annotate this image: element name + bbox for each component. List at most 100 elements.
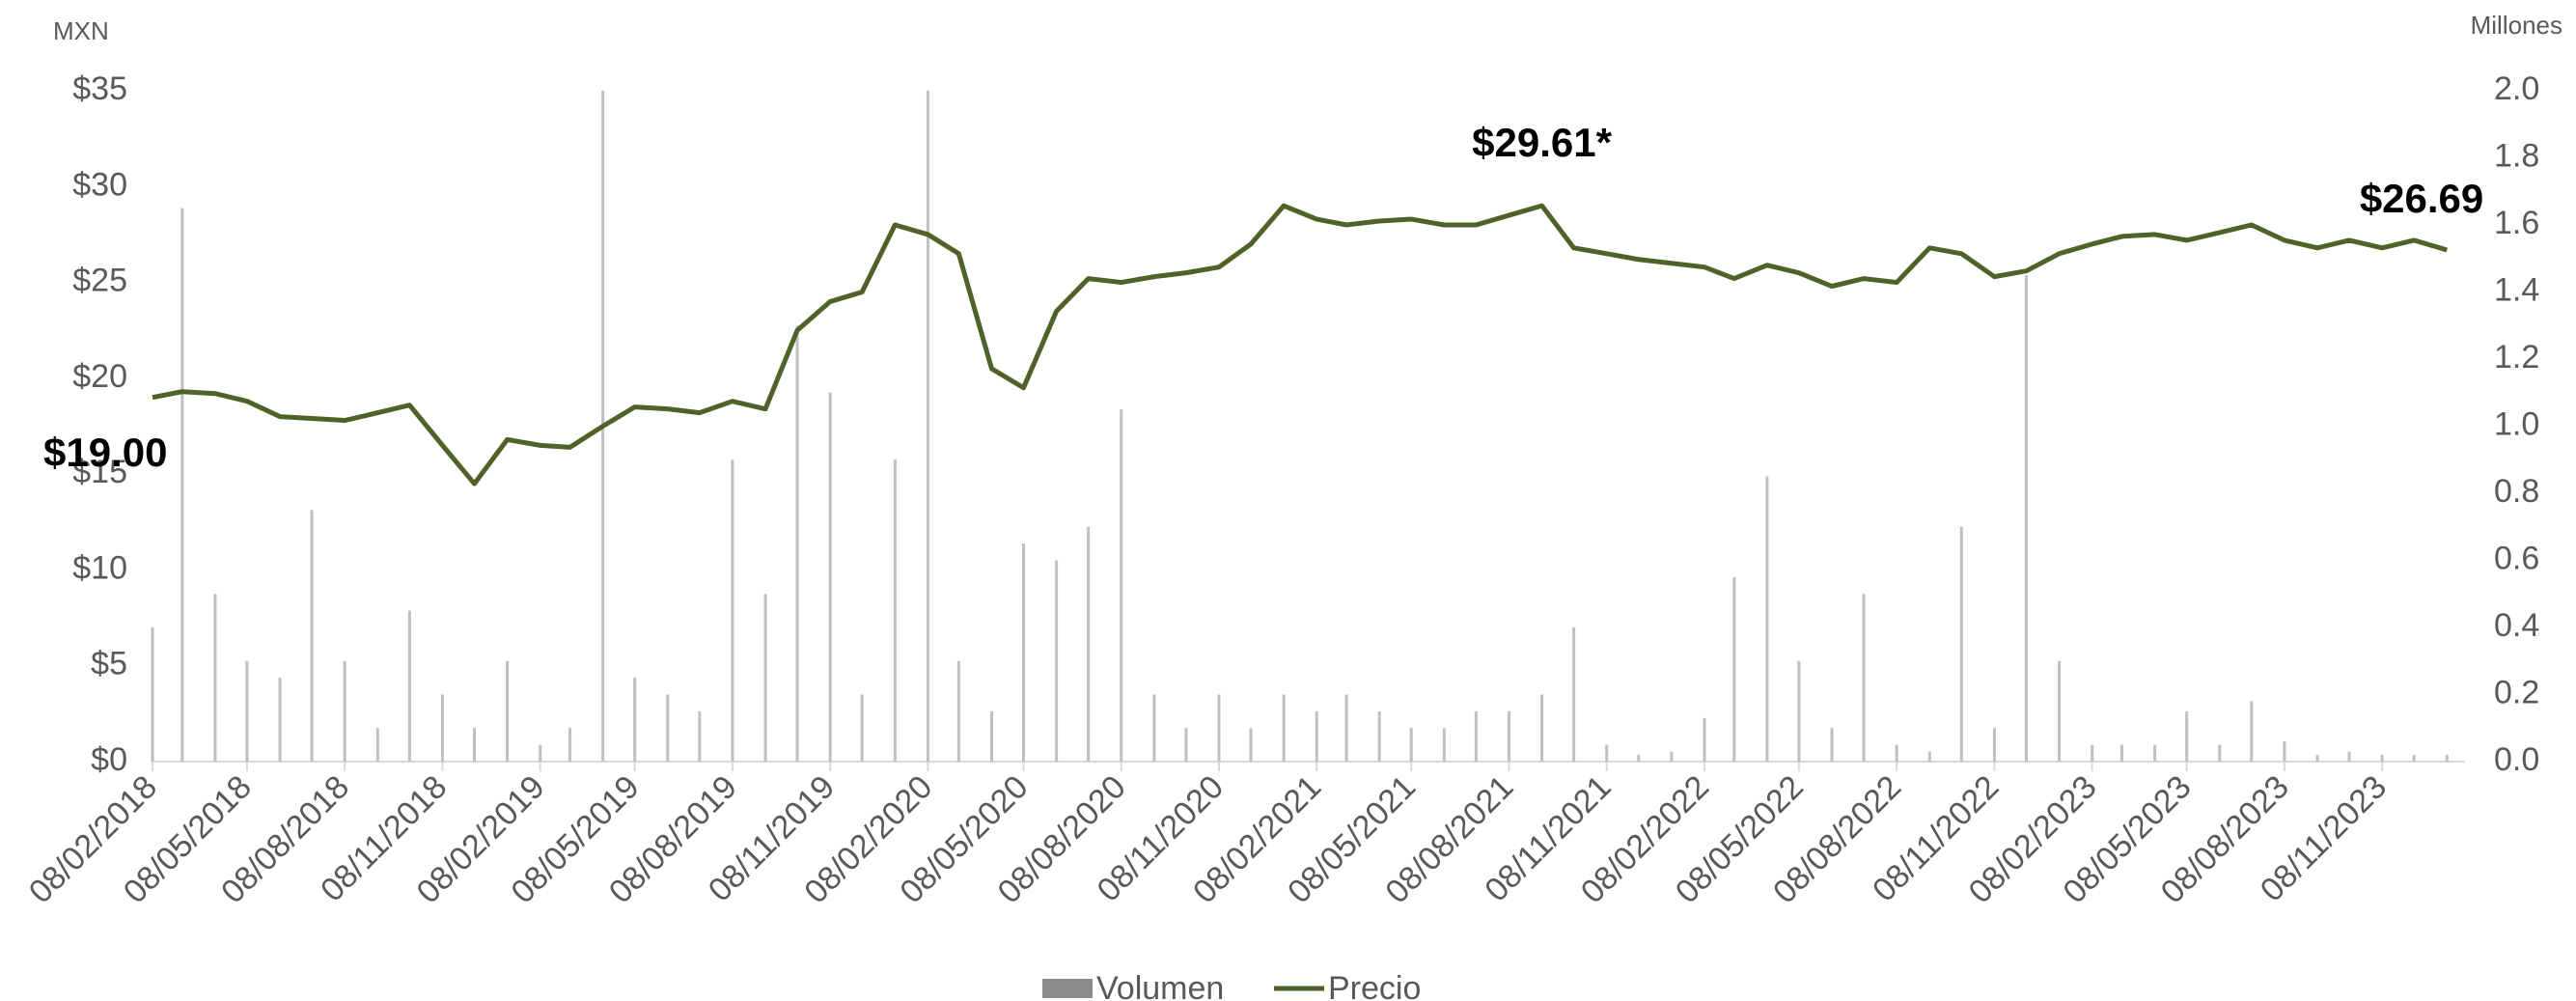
volume-bar: [151, 627, 154, 762]
y2-tick-label: 1.8: [2494, 137, 2539, 174]
volume-bar: [213, 594, 217, 762]
volume-bar: [278, 678, 282, 762]
volume-bar: [375, 728, 379, 762]
volume-bar: [956, 660, 960, 762]
volume-bar: [506, 660, 510, 762]
volume-bar: [1703, 717, 1706, 762]
y2-tick-label: 0.4: [2494, 607, 2539, 644]
volume-bar: [1959, 526, 1963, 762]
volume-bar: [1540, 694, 1544, 762]
volume-bar: [2315, 755, 2319, 762]
volume-bar: [1217, 694, 1221, 762]
y-tick-label: $15: [72, 454, 127, 490]
volume-bar: [1377, 710, 1381, 762]
volume-bar: [2058, 660, 2062, 762]
volume-bar: [1442, 728, 1446, 762]
legend-label: Precio: [1328, 970, 1421, 1001]
volume-bar: [472, 728, 476, 762]
y2-tick-label: 0.0: [2494, 741, 2539, 778]
y2-axis-label: Millones: [2471, 11, 2562, 40]
volume-bar: [1637, 755, 1641, 762]
y2-tick-label: 0.8: [2494, 473, 2539, 510]
volume-bar: [1797, 660, 1801, 762]
volume-bar: [1830, 728, 1834, 762]
y-tick-label: $35: [72, 70, 127, 107]
volume-bar: [1927, 751, 1931, 762]
volume-bar: [698, 710, 702, 762]
volume-bar: [1732, 576, 1736, 762]
volume-bar: [1055, 560, 1059, 762]
y-tick-label: $10: [72, 549, 127, 586]
annotation: $26.69: [2360, 176, 2483, 221]
legend-label: Volumen: [1096, 970, 1224, 1001]
volume-bar: [1605, 744, 1609, 762]
y2-tick-label: 1.2: [2494, 339, 2539, 375]
volume-bar: [2024, 275, 2028, 762]
volume-bar: [1507, 710, 1510, 762]
volume-bar: [1152, 694, 1156, 762]
y2-tick-label: 1.0: [2494, 405, 2539, 442]
volume-bar: [2091, 744, 2094, 762]
volume-bar: [539, 744, 542, 762]
volume-bar: [1474, 710, 1478, 762]
volume-bar: [2153, 744, 2157, 762]
volume-bar: [1670, 751, 1674, 762]
volume-bar: [633, 678, 637, 762]
y2-tick-label: 0.2: [2494, 674, 2539, 710]
volume-bar: [989, 710, 993, 762]
volume-bar: [1184, 728, 1188, 762]
volume-bar: [245, 660, 249, 762]
volume-bar: [1021, 543, 1025, 762]
volume-bar: [1572, 627, 1576, 762]
volume-bar: [343, 660, 346, 762]
y-tick-label: $0: [91, 741, 127, 778]
volume-bar: [1992, 728, 1996, 762]
y-tick-label: $20: [72, 358, 127, 395]
volume-bar: [1087, 526, 1091, 762]
volume-bar: [2412, 755, 2416, 762]
volume-bar: [568, 728, 572, 762]
volume-bar: [2185, 710, 2189, 762]
volume-bar: [1409, 728, 1413, 762]
y-tick-label: $5: [91, 646, 127, 682]
volume-bar: [2283, 741, 2286, 762]
legend-swatch: [1042, 979, 1093, 998]
volume-bar: [180, 208, 184, 762]
volume-bar: [1765, 476, 1769, 762]
volume-bar: [731, 459, 734, 762]
annotation: $29.61*: [1472, 120, 1612, 165]
volume-bar: [2445, 755, 2449, 762]
volume-bar: [1120, 409, 1123, 762]
y-axis-label: MXN: [53, 16, 109, 45]
y2-tick-label: 0.6: [2494, 540, 2539, 576]
volume-bar: [795, 325, 799, 762]
y-tick-label: $25: [72, 263, 127, 299]
volume-bar: [828, 392, 832, 762]
y2-tick-label: 1.6: [2494, 205, 2539, 241]
annotation: $19.00: [43, 430, 167, 475]
volume-bar: [2250, 701, 2254, 762]
volume-bar: [2347, 751, 2351, 762]
price-line: [152, 203, 2449, 487]
volume-bar: [1344, 694, 1348, 762]
volume-bar: [1862, 594, 1866, 762]
volume-bar: [860, 694, 864, 762]
y2-tick-label: 1.4: [2494, 271, 2539, 308]
volume-bar: [310, 510, 314, 762]
volume-bar: [763, 594, 767, 762]
y2-tick-label: 2.0: [2494, 70, 2539, 107]
volume-bar: [407, 610, 411, 762]
volume-bar: [440, 694, 444, 762]
volume-bar: [1315, 710, 1318, 762]
volume-bar: [666, 694, 670, 762]
volume-bar: [926, 91, 929, 762]
volume-bar: [2120, 744, 2124, 762]
volume-bar: [2218, 744, 2222, 762]
volume-bar: [1282, 694, 1286, 762]
volume-bar: [1895, 744, 1898, 762]
volume-bar: [893, 459, 897, 762]
volume-bar: [2380, 755, 2384, 762]
volume-bar: [1249, 728, 1253, 762]
y-tick-label: $30: [72, 166, 127, 203]
